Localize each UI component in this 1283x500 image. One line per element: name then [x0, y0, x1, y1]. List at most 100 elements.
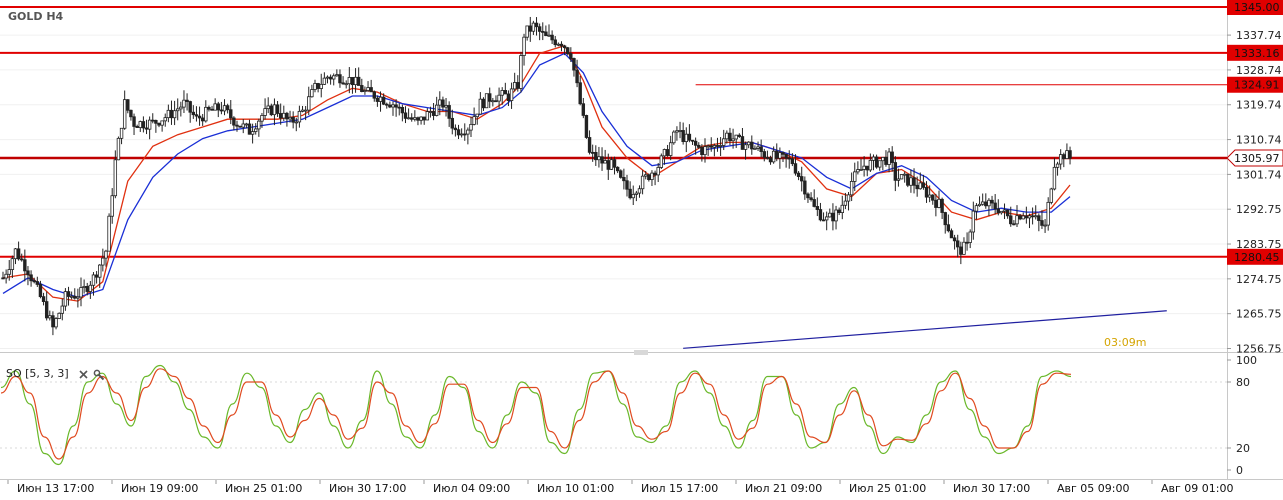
- candle-bearish: [385, 103, 389, 106]
- indicator-label: SO [5, 3, 3]: [6, 367, 69, 380]
- candle-bullish: [1002, 209, 1007, 212]
- candle-bearish: [1018, 215, 1022, 220]
- candles: [1, 16, 1072, 336]
- time-tick-label: Июн 30 17:00: [329, 482, 406, 495]
- candle-bearish: [653, 172, 657, 176]
- candle-bullish: [1052, 166, 1057, 190]
- candle-bearish: [865, 165, 869, 171]
- candle-bearish: [1030, 215, 1035, 218]
- stochastic-pane: 100 80 20 0: [0, 354, 1257, 477]
- time-tick-label: Авг 05 09:00: [1057, 482, 1129, 495]
- candle-bullish: [13, 248, 18, 260]
- candle-bullish: [69, 295, 74, 298]
- candle-bearish: [516, 82, 520, 89]
- candle-bullish: [57, 312, 61, 319]
- candle-bullish: [706, 145, 710, 148]
- candle-bearish: [450, 117, 454, 129]
- candle-bearish: [590, 151, 595, 154]
- candle-bearish: [550, 34, 554, 41]
- candle-bullish: [353, 76, 358, 86]
- candle-bullish: [54, 318, 58, 328]
- candle-bearish: [784, 153, 788, 159]
- candle-bearish: [169, 109, 174, 119]
- candle-bullish: [712, 145, 717, 148]
- candle-bullish: [887, 151, 891, 165]
- time-axis[interactable]: Июн 13 17:00 Июн 19 09:00 Июн 25 01:00 Июн …: [7, 480, 1233, 495]
- candle-bearish: [372, 91, 376, 99]
- candle-bullish: [1049, 188, 1054, 203]
- candle-bullish: [107, 215, 111, 252]
- candle-bearish: [740, 136, 745, 150]
- candle-bullish: [771, 150, 776, 163]
- price-tick-label: 1319.74: [1236, 99, 1282, 112]
- candle-bullish: [419, 116, 423, 121]
- candle-bearish: [316, 83, 320, 89]
- candle-bullish: [878, 160, 882, 168]
- candle-bearish: [915, 184, 919, 190]
- candle-bearish: [32, 280, 36, 283]
- candle-bullish: [547, 34, 551, 37]
- main-pane[interactable]: [0, 0, 1227, 352]
- candle-bullish: [634, 192, 639, 195]
- candle-bullish: [1015, 215, 1019, 225]
- candle-bullish: [927, 194, 932, 198]
- candle-bearish: [23, 259, 27, 272]
- pane-resize-handle[interactable]: [634, 350, 648, 355]
- price-tick-label: 1328.74: [1236, 64, 1282, 77]
- candle-bearish: [815, 206, 820, 210]
- candle-bearish: [943, 212, 947, 226]
- candle-bearish: [20, 258, 24, 261]
- candle-bearish: [572, 58, 576, 71]
- candle-bearish: [1068, 150, 1072, 159]
- time-tick-label: Июл 21 09:00: [745, 482, 822, 495]
- candle-bearish: [578, 82, 582, 105]
- wrench-icon[interactable]: [93, 369, 105, 381]
- candle-bearish: [229, 109, 233, 119]
- price-tags: 1345.00 1333.16 1324.91 1305.97 1280.45: [1226, 0, 1283, 265]
- candle-bearish: [606, 160, 610, 170]
- price-axis[interactable]: 1337.74 1328.74 1319.74 1310.74 1301.74 1292.…: [1227, 29, 1282, 356]
- candle-bearish: [581, 103, 586, 116]
- candle-bearish: [775, 150, 779, 159]
- candle-bullish: [909, 177, 913, 186]
- candle-bearish: [584, 115, 589, 138]
- candle-bearish: [528, 25, 532, 32]
- candle-bullish: [937, 198, 941, 208]
- candle-bearish: [369, 87, 373, 93]
- candle-bullish: [378, 96, 383, 102]
- candle-bullish: [603, 160, 607, 164]
- candle-bullish: [160, 120, 164, 126]
- candle-bearish: [600, 156, 604, 164]
- candle-bullish: [254, 128, 258, 132]
- candle-bearish: [587, 137, 592, 153]
- price-tick-label: 1310.74: [1236, 134, 1282, 147]
- candle-bullish: [703, 146, 707, 156]
- candle-bullish: [987, 199, 991, 207]
- candle-bullish: [834, 209, 838, 222]
- candle-bullish: [300, 109, 305, 112]
- candle-bullish: [478, 98, 483, 115]
- candle-bearish: [151, 119, 155, 122]
- price-tick-label: 1301.74: [1236, 168, 1282, 181]
- candle-bullish: [122, 99, 127, 129]
- candle-bearish: [809, 197, 813, 200]
- candle-bullish: [746, 141, 751, 146]
- candle-bearish: [700, 146, 704, 156]
- candle-bullish: [444, 105, 448, 108]
- candle-bearish: [157, 122, 161, 126]
- candle-bearish: [144, 127, 149, 130]
- candle-bullish: [843, 200, 848, 206]
- candle-bearish: [410, 117, 414, 120]
- level-price-tag: [1227, 44, 1283, 61]
- candle-bearish: [341, 82, 345, 85]
- candle-bullish: [999, 210, 1004, 214]
- close-icon[interactable]: [79, 370, 88, 379]
- candle-bearish: [394, 104, 398, 108]
- candle-bullish: [391, 104, 395, 108]
- candle-bullish: [497, 94, 501, 102]
- candle-bearish: [397, 106, 401, 109]
- candle-bullish: [1065, 150, 1069, 160]
- candle-bearish: [625, 180, 629, 190]
- candle-bearish: [285, 112, 289, 120]
